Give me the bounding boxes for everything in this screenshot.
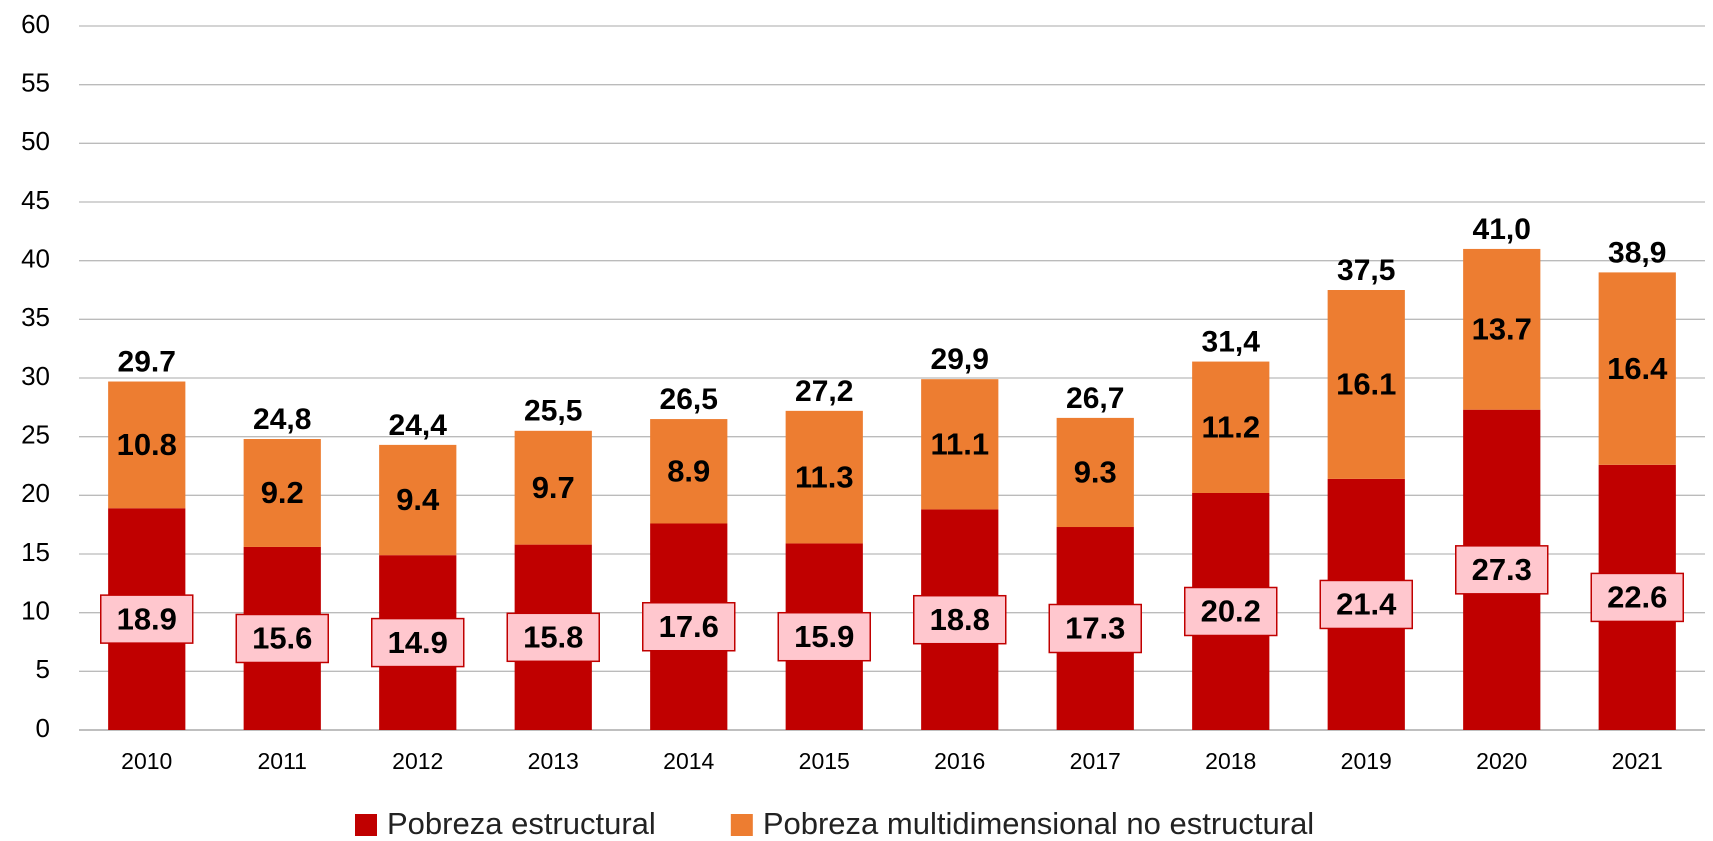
legend-swatch [355, 814, 377, 836]
y-tick-label: 35 [21, 302, 50, 332]
total-label: 26,7 [1066, 382, 1124, 415]
x-tick-label: 2017 [1070, 748, 1121, 774]
total-label: 41,0 [1473, 213, 1531, 246]
data-label: 15.9 [794, 619, 854, 654]
data-label: 17.3 [1065, 611, 1125, 646]
bar-segment [1192, 361, 1270, 493]
data-label: 16.4 [1607, 351, 1668, 386]
label-box [1590, 572, 1684, 623]
x-tick-label: 2012 [392, 748, 443, 774]
x-tick-label: 2016 [934, 748, 985, 774]
total-label: 29.7 [118, 345, 176, 378]
data-label: 20.2 [1201, 594, 1261, 629]
bar-segment [1056, 417, 1134, 528]
data-label: 21.4 [1336, 587, 1397, 622]
total-label: 38,9 [1608, 236, 1666, 269]
total-label: 31,4 [1202, 325, 1261, 358]
label-box [1319, 579, 1413, 630]
data-label: 9.3 [1074, 455, 1117, 490]
data-label: 11.1 [930, 426, 989, 461]
y-tick-label: 5 [36, 654, 50, 684]
total-label: 37,5 [1337, 254, 1395, 287]
label-box [1048, 603, 1142, 654]
y-tick-label: 45 [21, 185, 50, 215]
label-box [100, 594, 194, 644]
data-label: 17.6 [659, 609, 719, 644]
total-label: 26,5 [660, 383, 718, 416]
label-box [371, 617, 465, 668]
bar-segment [514, 430, 592, 545]
data-label: 9.7 [532, 470, 575, 505]
bar-segment [108, 381, 186, 509]
y-tick-label: 25 [21, 420, 50, 450]
data-label: 22.6 [1607, 580, 1667, 615]
x-tick-label: 2011 [258, 748, 307, 774]
x-tick-label: 2021 [1612, 748, 1663, 774]
y-tick-label: 10 [21, 596, 50, 626]
x-tick-label: 2010 [121, 748, 172, 774]
label-box [506, 612, 600, 663]
data-label: 18.9 [117, 601, 177, 636]
x-tick-label: 2019 [1341, 748, 1392, 774]
y-tick-label: 60 [21, 9, 50, 39]
y-tick-label: 30 [21, 361, 50, 391]
x-tick-label: 2013 [528, 748, 579, 774]
total-label: 29,9 [931, 343, 989, 376]
total-label: 24,8 [253, 403, 311, 436]
data-label: 15.6 [252, 621, 312, 656]
data-label: 9.2 [261, 475, 304, 510]
data-label: 15.8 [523, 619, 583, 654]
label-box [642, 601, 736, 652]
x-tick-label: 2015 [799, 748, 850, 774]
legend-label: Pobreza estructural [387, 806, 656, 841]
label-box [235, 613, 329, 664]
bar-segment [921, 379, 999, 510]
y-tick-label: 15 [21, 537, 50, 567]
data-label: 11.2 [1201, 409, 1260, 444]
bar-segment [1463, 248, 1541, 410]
data-label: 8.9 [667, 453, 710, 488]
y-tick-label: 20 [21, 478, 50, 508]
data-label: 18.8 [930, 602, 990, 637]
data-label: 16.1 [1336, 367, 1396, 402]
x-tick-label: 2018 [1205, 748, 1256, 774]
x-tick-label: 2020 [1476, 748, 1527, 774]
data-label: 9.4 [396, 482, 440, 517]
label-box [1455, 545, 1549, 595]
total-label: 27,2 [795, 375, 853, 408]
bar-segment [785, 410, 863, 544]
total-label: 24,4 [389, 409, 448, 442]
bar-segment [650, 419, 728, 524]
bar-segment [379, 444, 457, 556]
legend-label: Pobreza multidimensional no estructural [763, 806, 1314, 841]
label-box [777, 611, 871, 662]
bar-segment [243, 439, 321, 547]
data-label: 13.7 [1472, 311, 1532, 346]
y-tick-label: 0 [36, 713, 50, 743]
data-label: 14.9 [388, 625, 448, 660]
bar-segment [1598, 272, 1676, 465]
total-label: 25,5 [524, 395, 582, 428]
data-label: 11.3 [795, 459, 854, 494]
legend-swatch [730, 814, 753, 836]
data-label: 27.3 [1472, 552, 1532, 587]
y-tick-label: 50 [21, 126, 50, 156]
label-box [1184, 586, 1278, 637]
y-tick-label: 55 [21, 68, 50, 98]
data-label: 10.8 [117, 427, 177, 462]
x-tick-label: 2014 [663, 748, 714, 774]
y-tick-label: 40 [21, 244, 50, 274]
label-box [913, 594, 1007, 645]
bar-segment [1327, 290, 1405, 479]
